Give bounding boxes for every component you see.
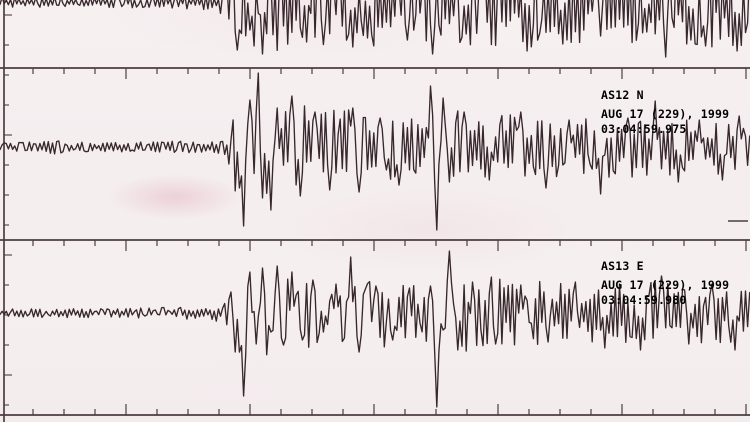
trace-2-annotation: AS12 N AUG 17 (229), 1999 03:04:59.975	[601, 88, 729, 136]
date-label: AUG 17 (229), 1999	[601, 278, 729, 292]
station-label: AS13 E	[601, 259, 644, 273]
trace-3-annotation: AS13 E AUG 17 (229), 1999 03:04:59.980	[601, 259, 729, 307]
trace-3	[0, 250, 750, 408]
date-label: AUG 17 (229), 1999	[601, 107, 729, 121]
trace-1-clipped	[0, 0, 750, 58]
trace-2	[0, 72, 750, 231]
time-label: 03:04:59.980	[601, 293, 686, 307]
station-label: AS12 N	[601, 88, 644, 102]
seismic-traces	[0, 0, 750, 408]
time-label: 03:04:59.975	[601, 122, 686, 136]
